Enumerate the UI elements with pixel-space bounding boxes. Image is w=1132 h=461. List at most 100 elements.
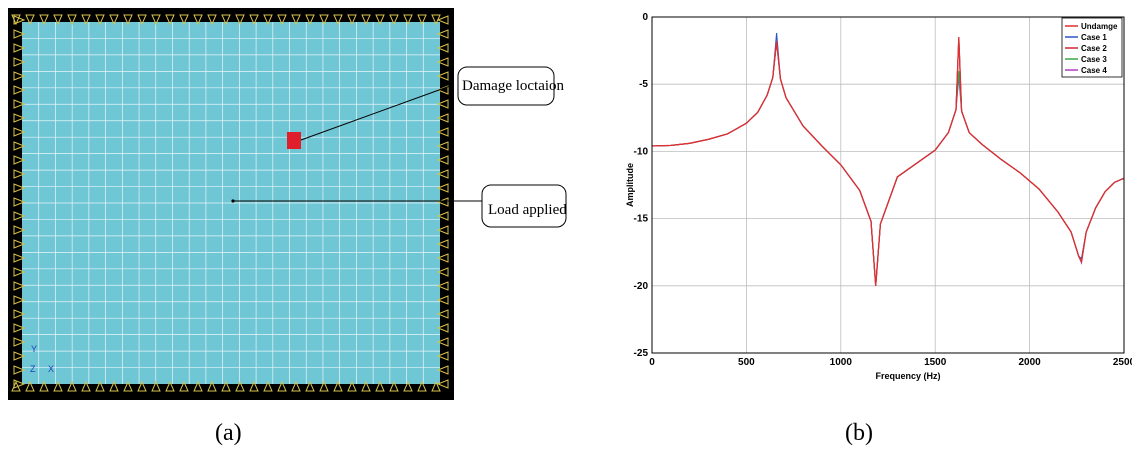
constraint-marker [67, 380, 77, 392]
x-tick-label: 1000 [830, 357, 853, 368]
x-axis-label: Frequency (Hz) [875, 371, 940, 381]
constraint-marker [291, 380, 301, 392]
constraint-marker [151, 380, 161, 392]
damage-callout-line [300, 85, 451, 141]
constraint-marker [13, 281, 26, 291]
constraint-marker [436, 169, 449, 179]
constraint-marker [333, 380, 343, 392]
constraint-marker [207, 380, 217, 392]
constraint-marker [13, 127, 26, 137]
series-line-undamge [651, 37, 1125, 286]
constraint-marker [436, 127, 449, 137]
constraint-marker [221, 380, 231, 392]
caption-b: (b) [845, 420, 873, 446]
constraint-marker [436, 267, 449, 277]
constraint-marker [13, 197, 26, 207]
constraint-marker [179, 14, 189, 26]
constraint-marker [13, 239, 26, 249]
constraint-marker [207, 14, 217, 26]
constraint-marker [277, 380, 287, 392]
y-tick-label: -15 [634, 214, 649, 225]
constraint-marker [81, 380, 91, 392]
constraint-marker [333, 14, 343, 26]
constraint-marker [53, 380, 63, 392]
y-tick-label: -20 [634, 281, 649, 292]
constraint-marker [436, 29, 449, 39]
constraint-marker [305, 380, 315, 392]
constraint-marker [25, 14, 35, 26]
constraint-marker [277, 14, 287, 26]
constraint-marker [436, 71, 449, 81]
constraint-marker [436, 225, 449, 235]
constraint-marker [13, 169, 26, 179]
y-tick-label: -10 [634, 146, 649, 157]
constraint-marker [436, 183, 449, 193]
x-tick-label: 2000 [1018, 357, 1041, 368]
constraint-marker [39, 14, 49, 26]
constraint-marker [263, 380, 273, 392]
constraint-marker [235, 14, 245, 26]
constraint-marker [123, 14, 133, 26]
x-tick-label: 500 [738, 357, 755, 368]
x-tick-label: 0 [649, 357, 655, 368]
load-callout-box [481, 184, 567, 228]
constraint-marker [13, 29, 26, 39]
y-tick-label: -5 [639, 79, 648, 90]
constraint-marker [13, 15, 26, 25]
constraint-marker [13, 267, 26, 277]
constraint-marker [305, 14, 315, 26]
constraint-marker [375, 14, 385, 26]
triad-y-label: Y [31, 344, 37, 354]
constraint-marker [403, 380, 413, 392]
legend-label: Case 1 [1081, 33, 1107, 42]
damage-callout-label: Damage loctaion [462, 78, 565, 94]
constraint-marker [13, 183, 26, 193]
y-axis-label: Amplitude [625, 163, 635, 207]
constraint-marker [291, 14, 301, 26]
constraint-marker [13, 71, 26, 81]
constraint-marker [319, 380, 329, 392]
y-tick-label: -25 [634, 348, 649, 359]
constraint-marker [123, 380, 133, 392]
legend-label: Undamge [1081, 22, 1118, 31]
constraint-marker [165, 14, 175, 26]
constraint-marker [436, 155, 449, 165]
constraint-marker [436, 365, 449, 375]
constraint-marker [13, 211, 26, 221]
constraint-marker [193, 380, 203, 392]
constraint-marker [13, 295, 26, 305]
legend-label: Case 2 [1081, 44, 1107, 53]
triad-z-label: Z [30, 364, 36, 374]
constraint-marker [436, 57, 449, 67]
constraint-marker [436, 197, 449, 207]
constraint-marker [403, 14, 413, 26]
mesh-grid [22, 22, 440, 384]
boundary-constraint-markers [11, 14, 449, 392]
plot-area [652, 17, 1124, 353]
constraint-marker [13, 323, 26, 333]
constraint-marker [436, 239, 449, 249]
legend-label: Case 4 [1081, 66, 1107, 75]
constraint-marker [436, 15, 449, 25]
constraint-marker [436, 211, 449, 221]
constraint-marker [25, 380, 35, 392]
constraint-marker [137, 380, 147, 392]
constraint-marker [375, 380, 385, 392]
constraint-marker [13, 57, 26, 67]
constraint-marker [417, 380, 427, 392]
constraint-marker [436, 253, 449, 263]
constraint-marker [13, 365, 26, 375]
constraint-marker [417, 14, 427, 26]
constraint-marker [13, 113, 26, 123]
constraint-marker [137, 14, 147, 26]
constraint-marker [13, 141, 26, 151]
constraint-marker [81, 14, 91, 26]
constraint-marker [361, 14, 371, 26]
panel-a: Damage loctaion Load applied Y Z X (a) [8, 8, 567, 446]
constraint-marker [109, 14, 119, 26]
constraint-marker [431, 380, 441, 392]
constraint-marker [249, 14, 259, 26]
constraint-marker [13, 253, 26, 263]
constraint-marker [436, 323, 449, 333]
